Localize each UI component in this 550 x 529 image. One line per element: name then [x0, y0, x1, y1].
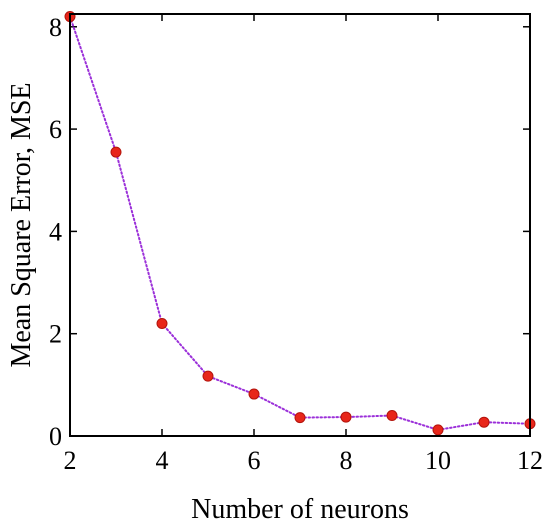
y-tick-label: 4: [49, 217, 62, 246]
x-axis-label: Number of neurons: [191, 494, 409, 525]
data-point: [294, 412, 306, 424]
y-tick-label: 0: [49, 422, 62, 451]
data-point: [202, 370, 214, 382]
data-point: [110, 146, 122, 158]
x-tick-label: 12: [517, 446, 543, 475]
series-line: [69, 15, 531, 431]
data-point: [386, 410, 398, 422]
y-axis-label: Mean Square Error, MSE: [6, 82, 37, 367]
x-tick-label: 6: [248, 446, 261, 475]
x-tick-label: 8: [340, 446, 353, 475]
y-tick-label: 6: [49, 115, 62, 144]
data-point: [156, 317, 168, 329]
plot-frame: [69, 13, 531, 437]
data-point: [340, 411, 352, 423]
x-tick-label: 10: [425, 446, 451, 475]
x-tick-label: 2: [64, 446, 77, 475]
data-point: [432, 424, 444, 436]
axis-ticks: [69, 14, 531, 437]
data-point: [478, 416, 490, 428]
y-tick-label: 2: [49, 320, 62, 349]
x-tick-label: 4: [156, 446, 169, 475]
data-point: [248, 388, 260, 400]
series-group: [64, 11, 536, 436]
y-tick-label: 8: [49, 13, 62, 42]
